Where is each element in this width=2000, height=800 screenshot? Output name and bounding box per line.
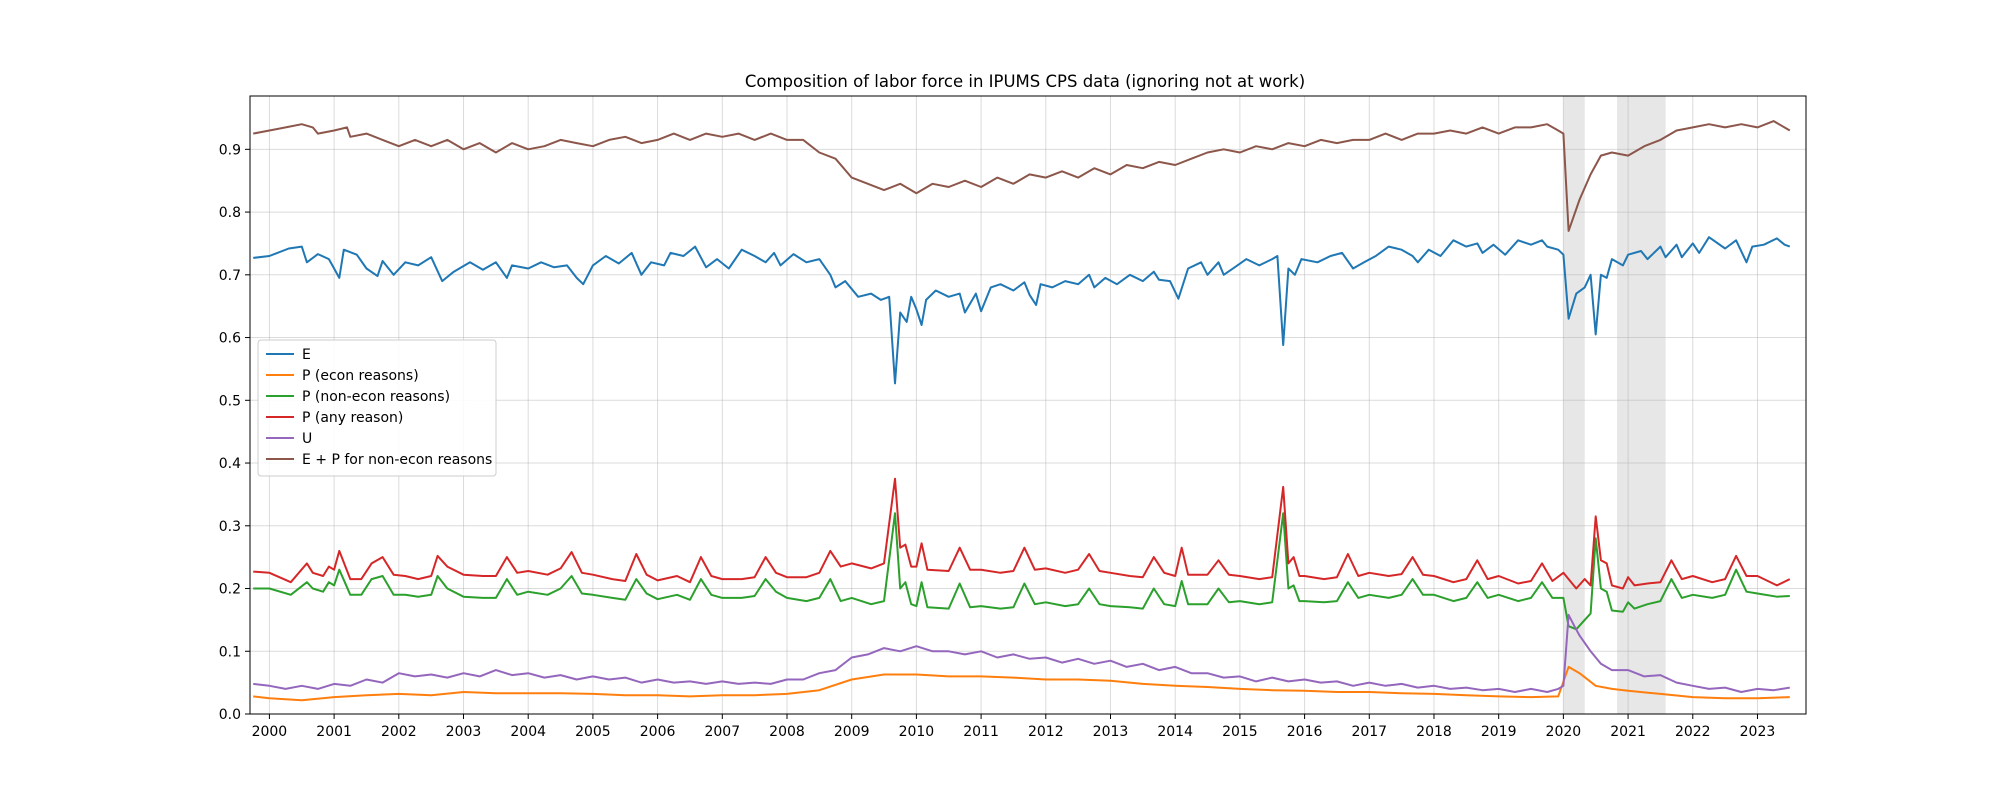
y-tick-label: 0.0 <box>219 707 241 723</box>
x-tick-label: 2013 <box>1093 724 1129 740</box>
shaded-region <box>1617 96 1666 714</box>
x-tick-label: 2014 <box>1157 724 1193 740</box>
y-tick-label: 0.4 <box>219 456 241 472</box>
y-tick-label: 0.3 <box>219 519 241 535</box>
x-tick-label: 2012 <box>1028 724 1064 740</box>
legend-label: E <box>302 347 311 363</box>
series-line <box>253 613 1790 693</box>
shaded-regions <box>1563 96 1666 714</box>
x-tick-label: 2000 <box>252 724 288 740</box>
x-tick-label: 2010 <box>899 724 935 740</box>
series-line <box>253 477 1791 590</box>
legend-label: E + P for non-econ reasons <box>302 452 492 468</box>
legend-box <box>257 339 497 477</box>
x-tick-label: 2018 <box>1416 724 1452 740</box>
x-tick-label: 2011 <box>963 724 999 740</box>
y-tick-label: 0.6 <box>219 331 241 347</box>
x-tick-label: 2003 <box>446 724 482 740</box>
series-line <box>253 512 1790 631</box>
legend-label: P (any reason) <box>302 410 403 426</box>
x-tick-label: 2001 <box>316 724 352 740</box>
x-tick-label: 2022 <box>1675 724 1711 740</box>
x-tick-label: 2016 <box>1287 724 1323 740</box>
legend: E P (econ reasons) P (non-econ reasons) P (… <box>257 339 497 477</box>
legend-label: P (econ reasons) <box>302 368 419 384</box>
shaded-region <box>1563 96 1585 714</box>
series-lines <box>253 120 1791 702</box>
x-tick-label: 2005 <box>575 724 611 740</box>
series-line <box>253 665 1790 702</box>
x-tick-label: 2023 <box>1740 724 1776 740</box>
y-tick-label: 0.7 <box>219 268 241 284</box>
x-tick-label: 2015 <box>1222 724 1258 740</box>
y-tick-label: 0.1 <box>219 644 241 660</box>
x-tick-label: 2017 <box>1351 724 1387 740</box>
x-tick-label: 2002 <box>381 724 417 740</box>
x-tick-label: 2021 <box>1610 724 1646 740</box>
y-tick-label: 0.2 <box>219 582 241 598</box>
y-axis-ticks: 0.0 0.1 0.2 0.3 0.4 0.5 0.6 0.7 0.8 0.9 <box>219 142 250 723</box>
chart-title: Composition of labor force in IPUMS CPS … <box>745 72 1305 91</box>
x-tick-label: 2008 <box>769 724 805 740</box>
series-line <box>253 236 1791 385</box>
x-tick-label: 2004 <box>510 724 546 740</box>
plot-area-frame <box>249 95 1807 715</box>
x-tick-label: 2020 <box>1546 724 1582 740</box>
legend-label: U <box>302 431 312 447</box>
series-line <box>253 120 1791 232</box>
y-tick-label: 0.8 <box>219 205 241 221</box>
legend-label: P (non-econ reasons) <box>302 389 450 405</box>
x-tick-label: 2006 <box>640 724 676 740</box>
y-tick-label: 0.5 <box>219 393 241 409</box>
y-tick-label: 0.9 <box>219 142 241 158</box>
x-tick-label: 2009 <box>834 724 870 740</box>
x-tick-label: 2019 <box>1481 724 1517 740</box>
x-axis-ticks: 2000 2001 2002 2003 2004 2005 2006 2007 2008 2009… <box>252 714 1776 740</box>
x-tick-label: 2007 <box>704 724 740 740</box>
